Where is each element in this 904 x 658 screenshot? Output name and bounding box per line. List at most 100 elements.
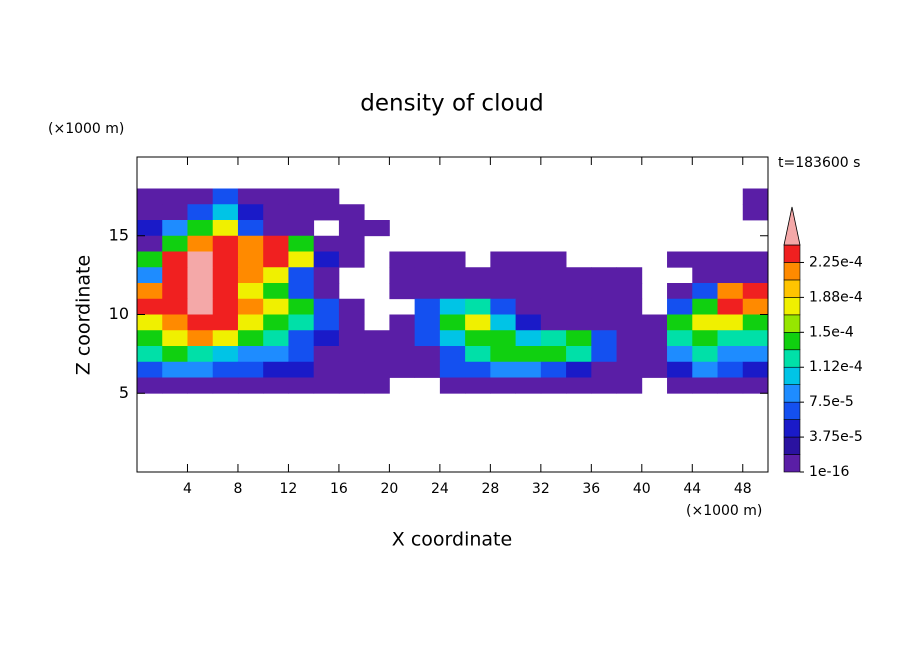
contour-cell <box>742 314 769 331</box>
contour-cell <box>212 377 239 394</box>
contour-cell <box>162 377 188 394</box>
contour-cell <box>212 361 239 378</box>
contour-cell <box>616 267 643 284</box>
contour-cell <box>465 330 491 347</box>
contour-cell <box>414 298 441 315</box>
contour-cell <box>667 298 693 315</box>
contour-cell <box>616 298 643 315</box>
contour-cell <box>313 346 340 363</box>
contour-cell <box>667 283 693 300</box>
contour-cell <box>667 377 693 394</box>
colorbar-box <box>783 262 801 281</box>
contour-cell <box>591 314 617 331</box>
contour-cell <box>717 314 744 331</box>
contour-cell <box>137 235 163 252</box>
contour-cell <box>263 188 289 205</box>
contour-cell <box>364 330 390 347</box>
contour-cell <box>389 283 416 300</box>
contour-cell <box>338 298 365 315</box>
contour-cell <box>288 188 315 205</box>
contour-cell <box>591 283 617 300</box>
contour-cell <box>692 330 718 347</box>
x-tick-label: 24 <box>431 481 449 497</box>
contour-cell <box>162 330 188 347</box>
contour-cell <box>667 330 693 347</box>
contour-cell <box>389 346 416 363</box>
contour-cell <box>566 298 592 315</box>
contour-cell <box>137 220 163 237</box>
contour-cell <box>591 330 617 347</box>
contour-cell <box>338 377 365 394</box>
contour-cell <box>237 204 264 221</box>
contour-cell <box>667 251 693 268</box>
contour-cell <box>162 283 188 300</box>
contour-cell <box>137 267 163 284</box>
contour-cell <box>187 377 214 394</box>
contour-cell <box>237 298 264 315</box>
contour-cell <box>212 346 239 363</box>
contour-cell <box>667 346 693 363</box>
contour-cell <box>162 267 188 284</box>
colorbar-box <box>783 436 801 455</box>
contour-cell <box>338 235 365 252</box>
contour-cell <box>742 346 769 363</box>
contour-cell <box>162 361 188 378</box>
contour-cell <box>187 188 214 205</box>
contour-cell <box>490 377 516 394</box>
contour-cell <box>212 298 239 315</box>
contour-cell <box>490 298 516 315</box>
x-tick-label: 36 <box>582 481 600 497</box>
contour-cell <box>616 330 643 347</box>
contour-cell <box>389 251 416 268</box>
contour-cell <box>187 204 214 221</box>
contour-cell <box>263 346 289 363</box>
contour-cell <box>692 361 718 378</box>
contour-cell <box>288 377 315 394</box>
x-axis-label: X coordinate <box>392 529 512 551</box>
contour-cell <box>187 314 214 331</box>
contour-cell <box>313 361 340 378</box>
contour-cell <box>667 361 693 378</box>
contour-cell <box>313 330 340 347</box>
colorbar-extend <box>783 206 801 246</box>
contour-cell <box>515 346 542 363</box>
contour-cell <box>566 330 592 347</box>
contour-cell <box>616 361 643 378</box>
x-tick-label: 44 <box>683 481 701 497</box>
contour-cell <box>162 220 188 237</box>
contour-cell <box>490 314 516 331</box>
contour-cell <box>540 314 567 331</box>
contour-cell <box>237 188 264 205</box>
contour-cell <box>288 314 315 331</box>
contour-cell <box>288 267 315 284</box>
contour-cell <box>515 283 542 300</box>
y-unit: (×1000 m) <box>48 121 124 137</box>
contour-cell <box>237 283 264 300</box>
contour-cell <box>439 361 466 378</box>
contour-cell <box>566 314 592 331</box>
contour-cell <box>515 267 542 284</box>
contour-cell <box>742 377 769 394</box>
contour-cell <box>137 188 163 205</box>
contour-cell <box>566 361 592 378</box>
contour-cell <box>364 377 390 394</box>
colorbar-box <box>783 454 801 473</box>
contour-cell <box>540 251 567 268</box>
contour-cell <box>288 235 315 252</box>
contour-cell <box>338 361 365 378</box>
contour-cell <box>692 377 718 394</box>
contour-cell <box>137 204 163 221</box>
colorbar-box <box>783 419 801 438</box>
y-tick-label: 10 <box>109 304 129 323</box>
contour-cell <box>288 298 315 315</box>
contour-cell <box>237 251 264 268</box>
contour-cell <box>187 283 214 300</box>
contour-cell <box>439 298 466 315</box>
contour-cell <box>237 361 264 378</box>
contour-cell <box>187 267 214 284</box>
contour-cell <box>566 283 592 300</box>
contour-cell <box>591 377 617 394</box>
colorbar-box <box>783 384 801 403</box>
contour-cell <box>490 283 516 300</box>
contour-cell <box>389 314 416 331</box>
